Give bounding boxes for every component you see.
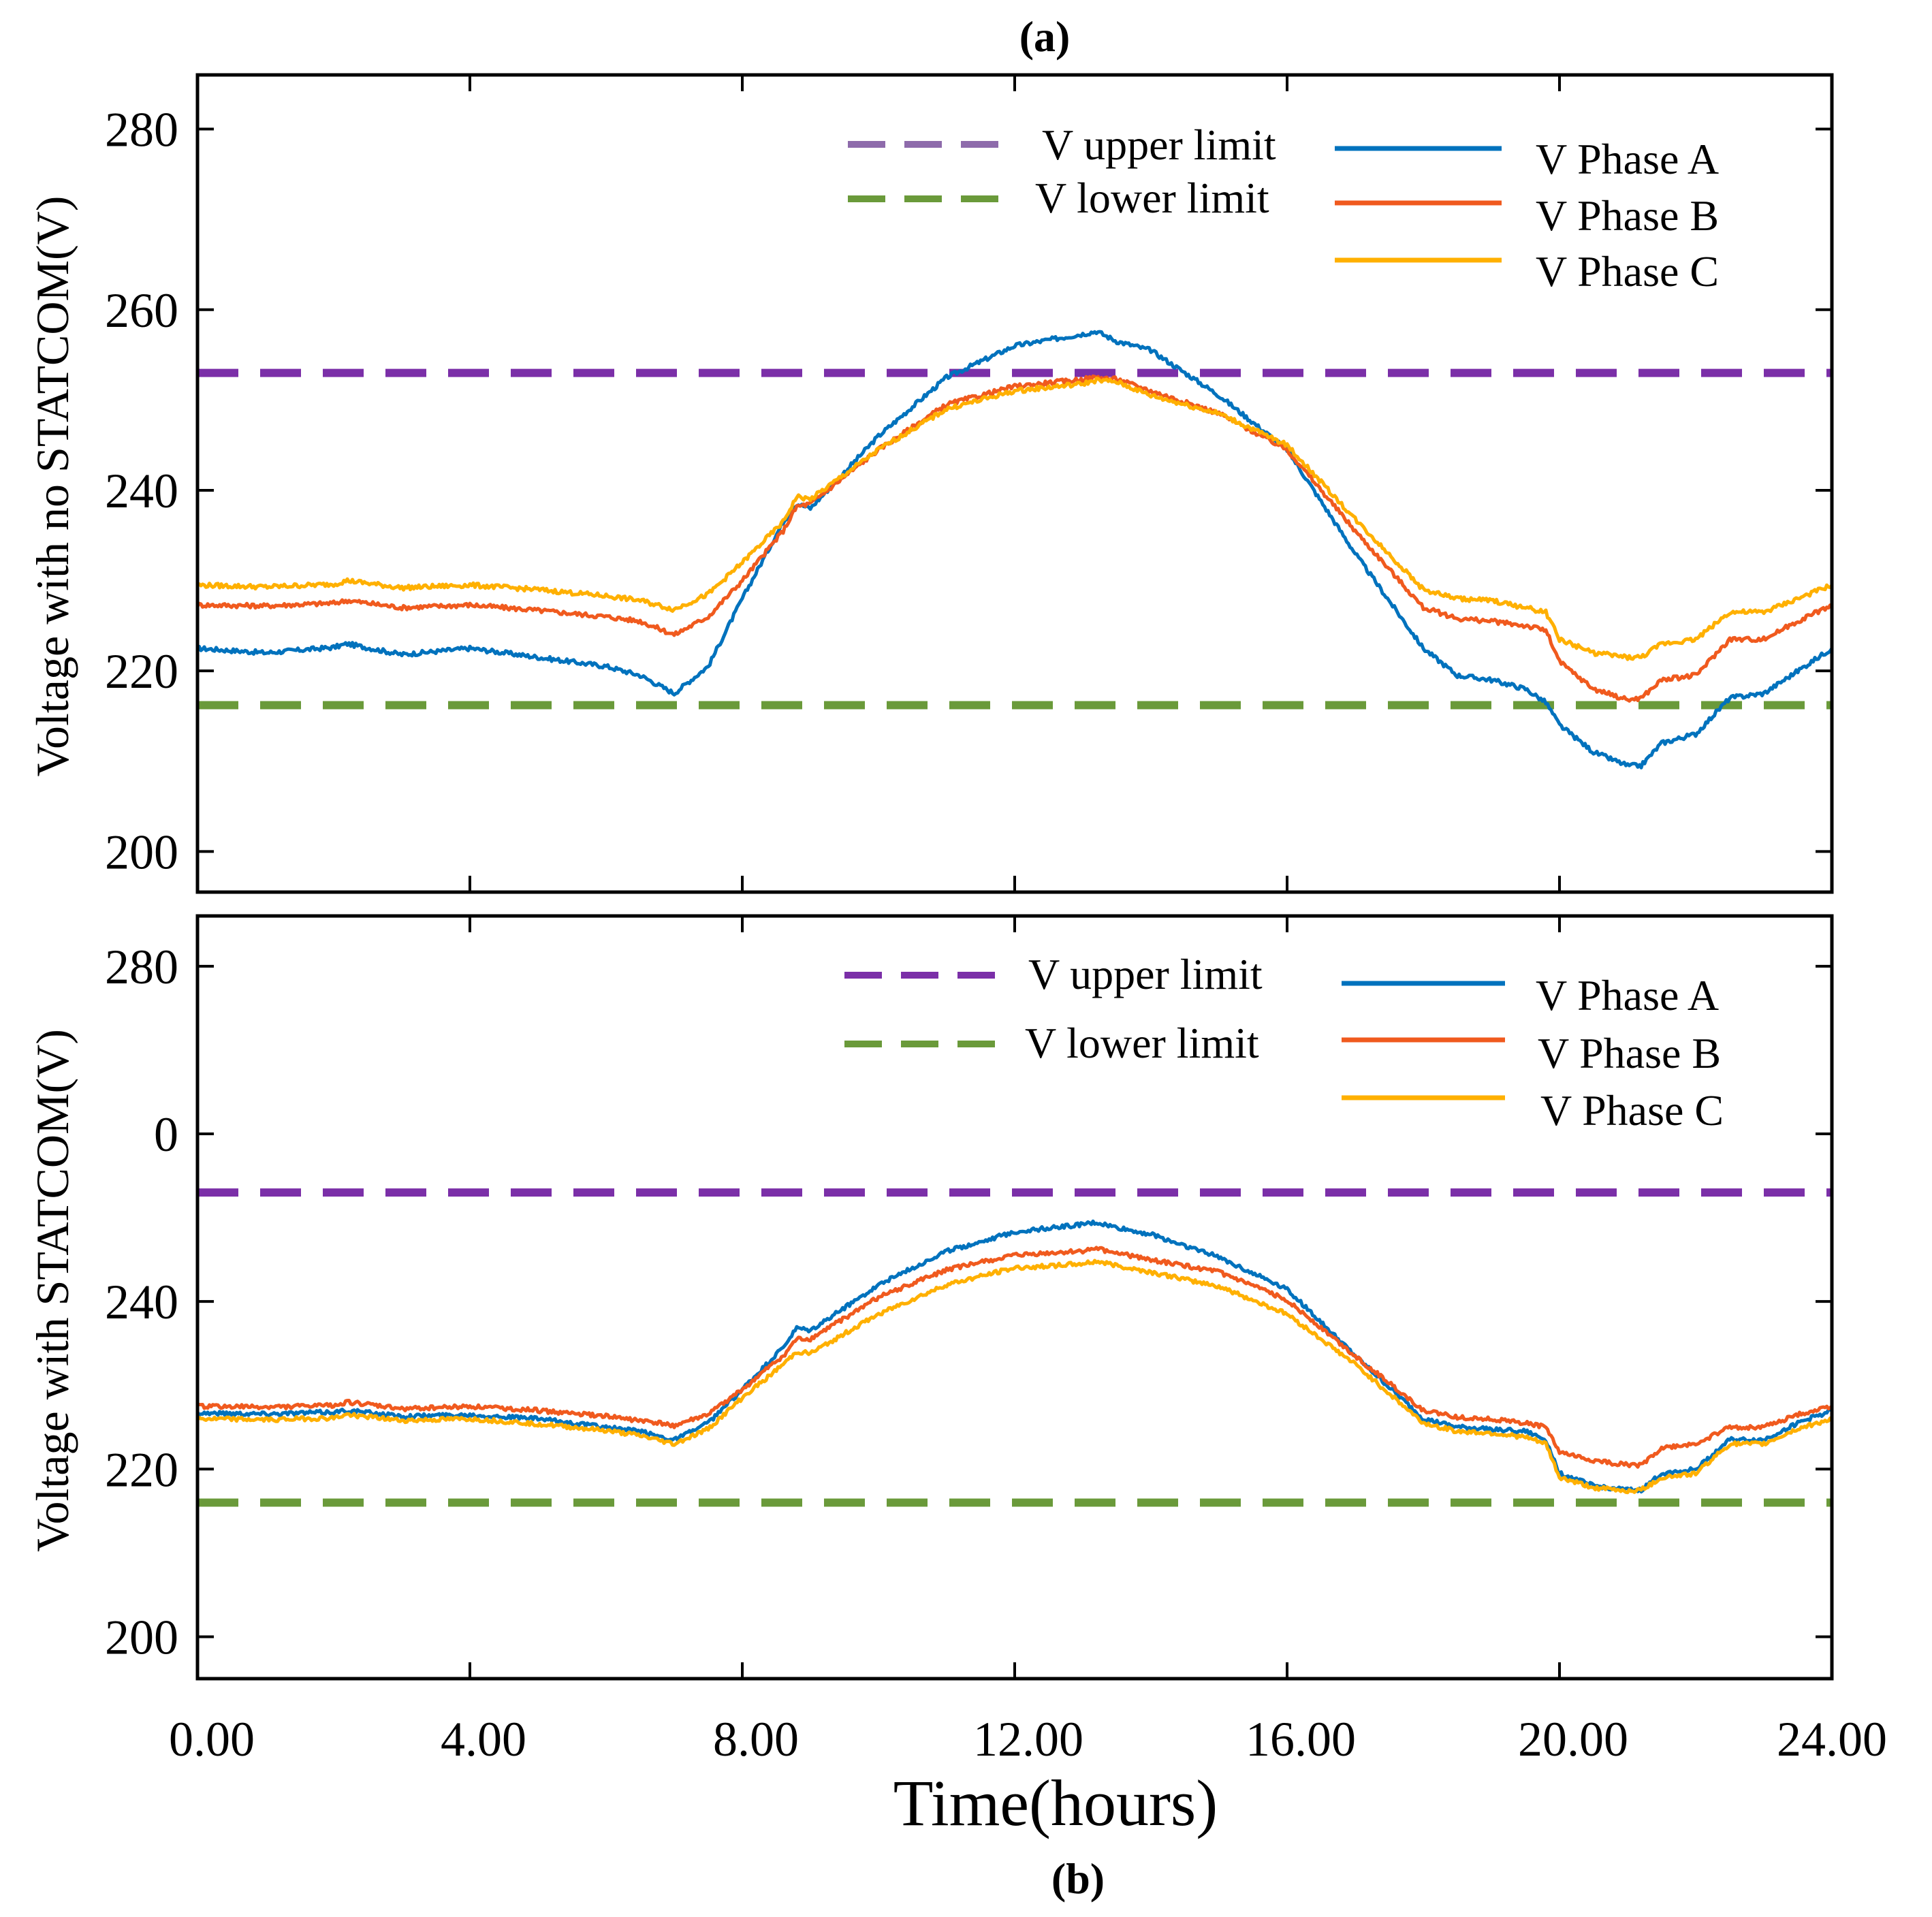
panel-a-data-lines	[195, 330, 1834, 770]
panel-a-series-phase-b	[195, 374, 1833, 703]
panel-a-y-tick-label-220: 220	[105, 644, 178, 699]
panel-a-legend-phase-c-label: V Phase C	[1536, 247, 1719, 296]
panel-a-ylabel: Voltage with no STATCOM(V)	[27, 196, 78, 777]
panel-b-y-tick-label-220: 220	[105, 1442, 178, 1497]
panel-b-y-tick-label-260: 0	[154, 1107, 178, 1162]
panel-a-y-tick-label-260: 260	[105, 283, 178, 338]
panel-b-legend-phase-b-label: V Phase B	[1538, 1029, 1721, 1077]
x-tick-label-16: 16.00	[1246, 1712, 1356, 1767]
x-tick-label-20: 20.00	[1518, 1712, 1628, 1767]
panel-b-y-tick-label-240: 240	[105, 1275, 178, 1329]
x-tick-label-12: 12.00	[973, 1712, 1083, 1767]
panel-b-series-phase-a	[195, 1219, 1833, 1494]
x-tick-label-24: 24.00	[1777, 1712, 1887, 1767]
panel-b-series-phase-c	[195, 1258, 1833, 1495]
panel-a-y-tick-labels: 200 220 240 260 280	[105, 103, 178, 880]
panel-b-ylabel: Voltage with STATCOM(V)	[27, 1029, 78, 1552]
panel-b-y-tick-label-280: 280	[105, 940, 178, 994]
panel-a-legend-phase-a-label: V Phase A	[1536, 135, 1719, 183]
panel-a-y-tick-label-200: 200	[105, 825, 178, 879]
panel-b-series-phase-b	[197, 1246, 1833, 1469]
panel-a: (a) Voltage with no STATCOM(V) 200 220 2…	[27, 12, 1834, 894]
panel-b-legend: V upper limit V lower limit V Phase A V …	[844, 950, 1724, 1135]
panel-a-legend: V upper limit V lower limit V Phase A V …	[848, 121, 1719, 296]
panel-b-legend-phase-c-label: V Phase C	[1540, 1086, 1724, 1135]
panel-a-ticks	[196, 75, 1833, 892]
panel-a-legend-lower-label: V lower limit	[1035, 174, 1269, 222]
panel-b-legend-lower-label: V lower limit	[1025, 1019, 1259, 1067]
panel-b-legend-upper-label: V upper limit	[1028, 950, 1263, 998]
panel-a-legend-phase-b-label: V Phase B	[1536, 191, 1719, 240]
panel-b-title: (b)	[1051, 1854, 1105, 1903]
panel-a-legend-upper-label: V upper limit	[1042, 121, 1276, 169]
panel-b-ticks	[196, 916, 1833, 1679]
panel-b-data-lines	[195, 1188, 1833, 1507]
panel-a-y-tick-label-280: 280	[105, 103, 178, 157]
x-tick-labels: 0.00 4.00 8.00 12.00 16.00 20.00 24.00	[169, 1712, 1887, 1767]
panel-b: Voltage with STATCOM(V) 200 220 240 0 28…	[27, 914, 1834, 1681]
x-tick-label-4: 4.00	[441, 1712, 526, 1767]
x-tick-label-8: 8.00	[713, 1712, 799, 1767]
panel-a-title: (a)	[1019, 12, 1071, 61]
panel-a-series-phase-c	[196, 377, 1834, 661]
panel-b-y-tick-label-200: 200	[105, 1610, 178, 1664]
x-axis-label: Time(hours)	[893, 1767, 1218, 1839]
panel-b-legend-phase-a-label: V Phase A	[1536, 971, 1719, 1019]
panel-a-series-phase-a	[197, 330, 1834, 770]
panel-b-y-tick-labels: 200 220 240 0 280	[105, 940, 178, 1665]
x-tick-label-0: 0.00	[169, 1712, 255, 1767]
panel-a-y-tick-label-240: 240	[105, 464, 178, 518]
